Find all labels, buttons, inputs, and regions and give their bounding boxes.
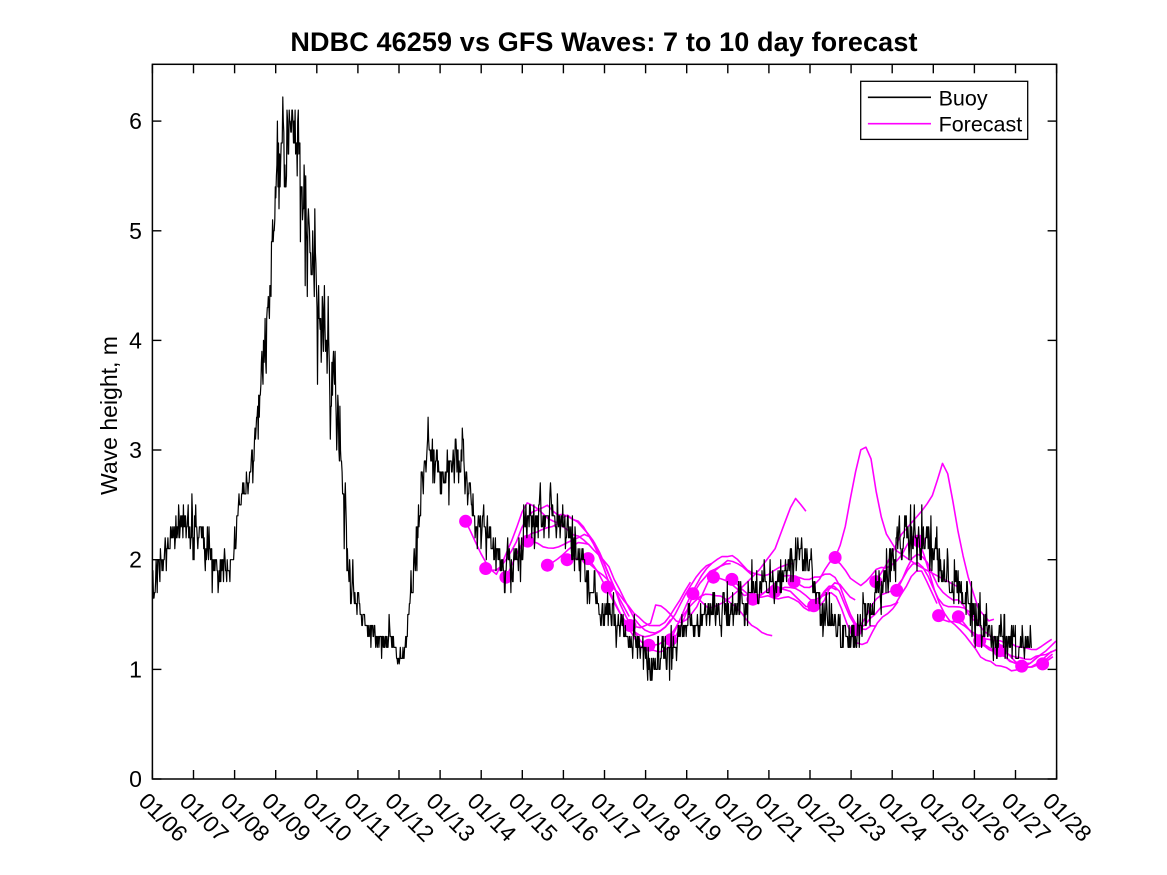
- svg-text:Wave height, m: Wave height, m: [96, 336, 122, 495]
- svg-text:2: 2: [129, 547, 142, 573]
- svg-text:Buoy: Buoy: [939, 86, 988, 110]
- svg-text:4: 4: [129, 327, 142, 353]
- svg-text:1: 1: [129, 656, 142, 682]
- svg-text:3: 3: [129, 437, 142, 463]
- svg-text:6: 6: [129, 108, 142, 134]
- svg-text:5: 5: [129, 218, 142, 244]
- svg-text:NDBC 46259 vs GFS Waves: 7 to: NDBC 46259 vs GFS Waves: 7 to 10 day for…: [290, 27, 917, 57]
- svg-text:Forecast: Forecast: [939, 112, 1023, 136]
- svg-text:0: 0: [129, 766, 142, 792]
